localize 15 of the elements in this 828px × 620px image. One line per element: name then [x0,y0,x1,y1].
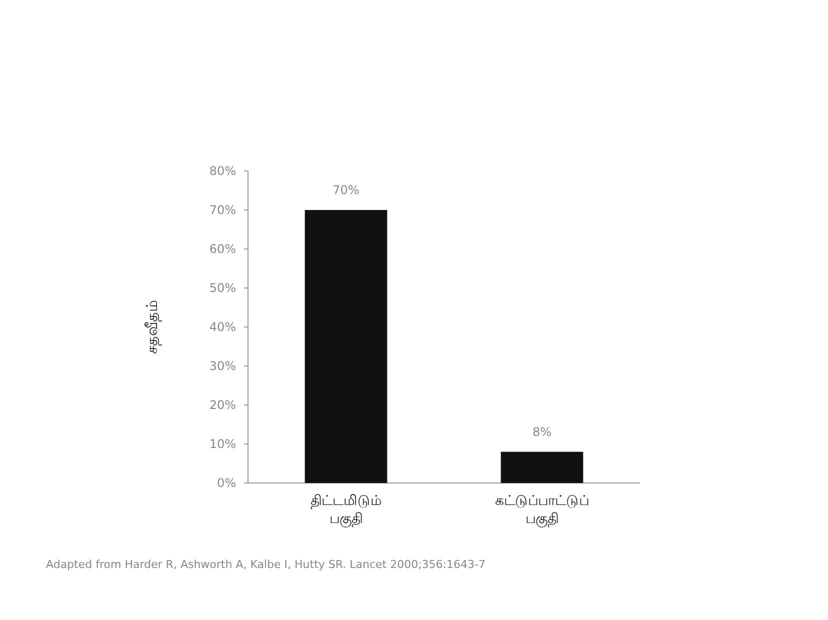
data-label: 8% [532,424,552,439]
text: Adapted from Harder R, Ashworth A, Kalbe I, Hutty SR. Lancet 2000;356:1643-7 [46,558,486,571]
x-tick-label: கட்டுப்பாட்டுப் பகுதி [495,493,589,528]
y-tick-label: 10% [209,437,236,451]
data-label: 70% [332,183,360,197]
y-tick-label: 0% [216,476,236,490]
y-tick-label: 30% [209,359,236,373]
y-axis-title: சதவீதம் [143,300,161,354]
y-tick-label: 20% [209,398,236,412]
x-tick-label: திட்டமிடும் பகுதி [310,493,382,528]
y-tick-label: 70% [209,203,236,217]
y-tick-label: 50% [209,281,236,295]
y-tick-label: 60% [209,242,236,256]
y-tick-label: 80% [209,164,236,178]
y-tick-label: 40% [209,320,236,334]
